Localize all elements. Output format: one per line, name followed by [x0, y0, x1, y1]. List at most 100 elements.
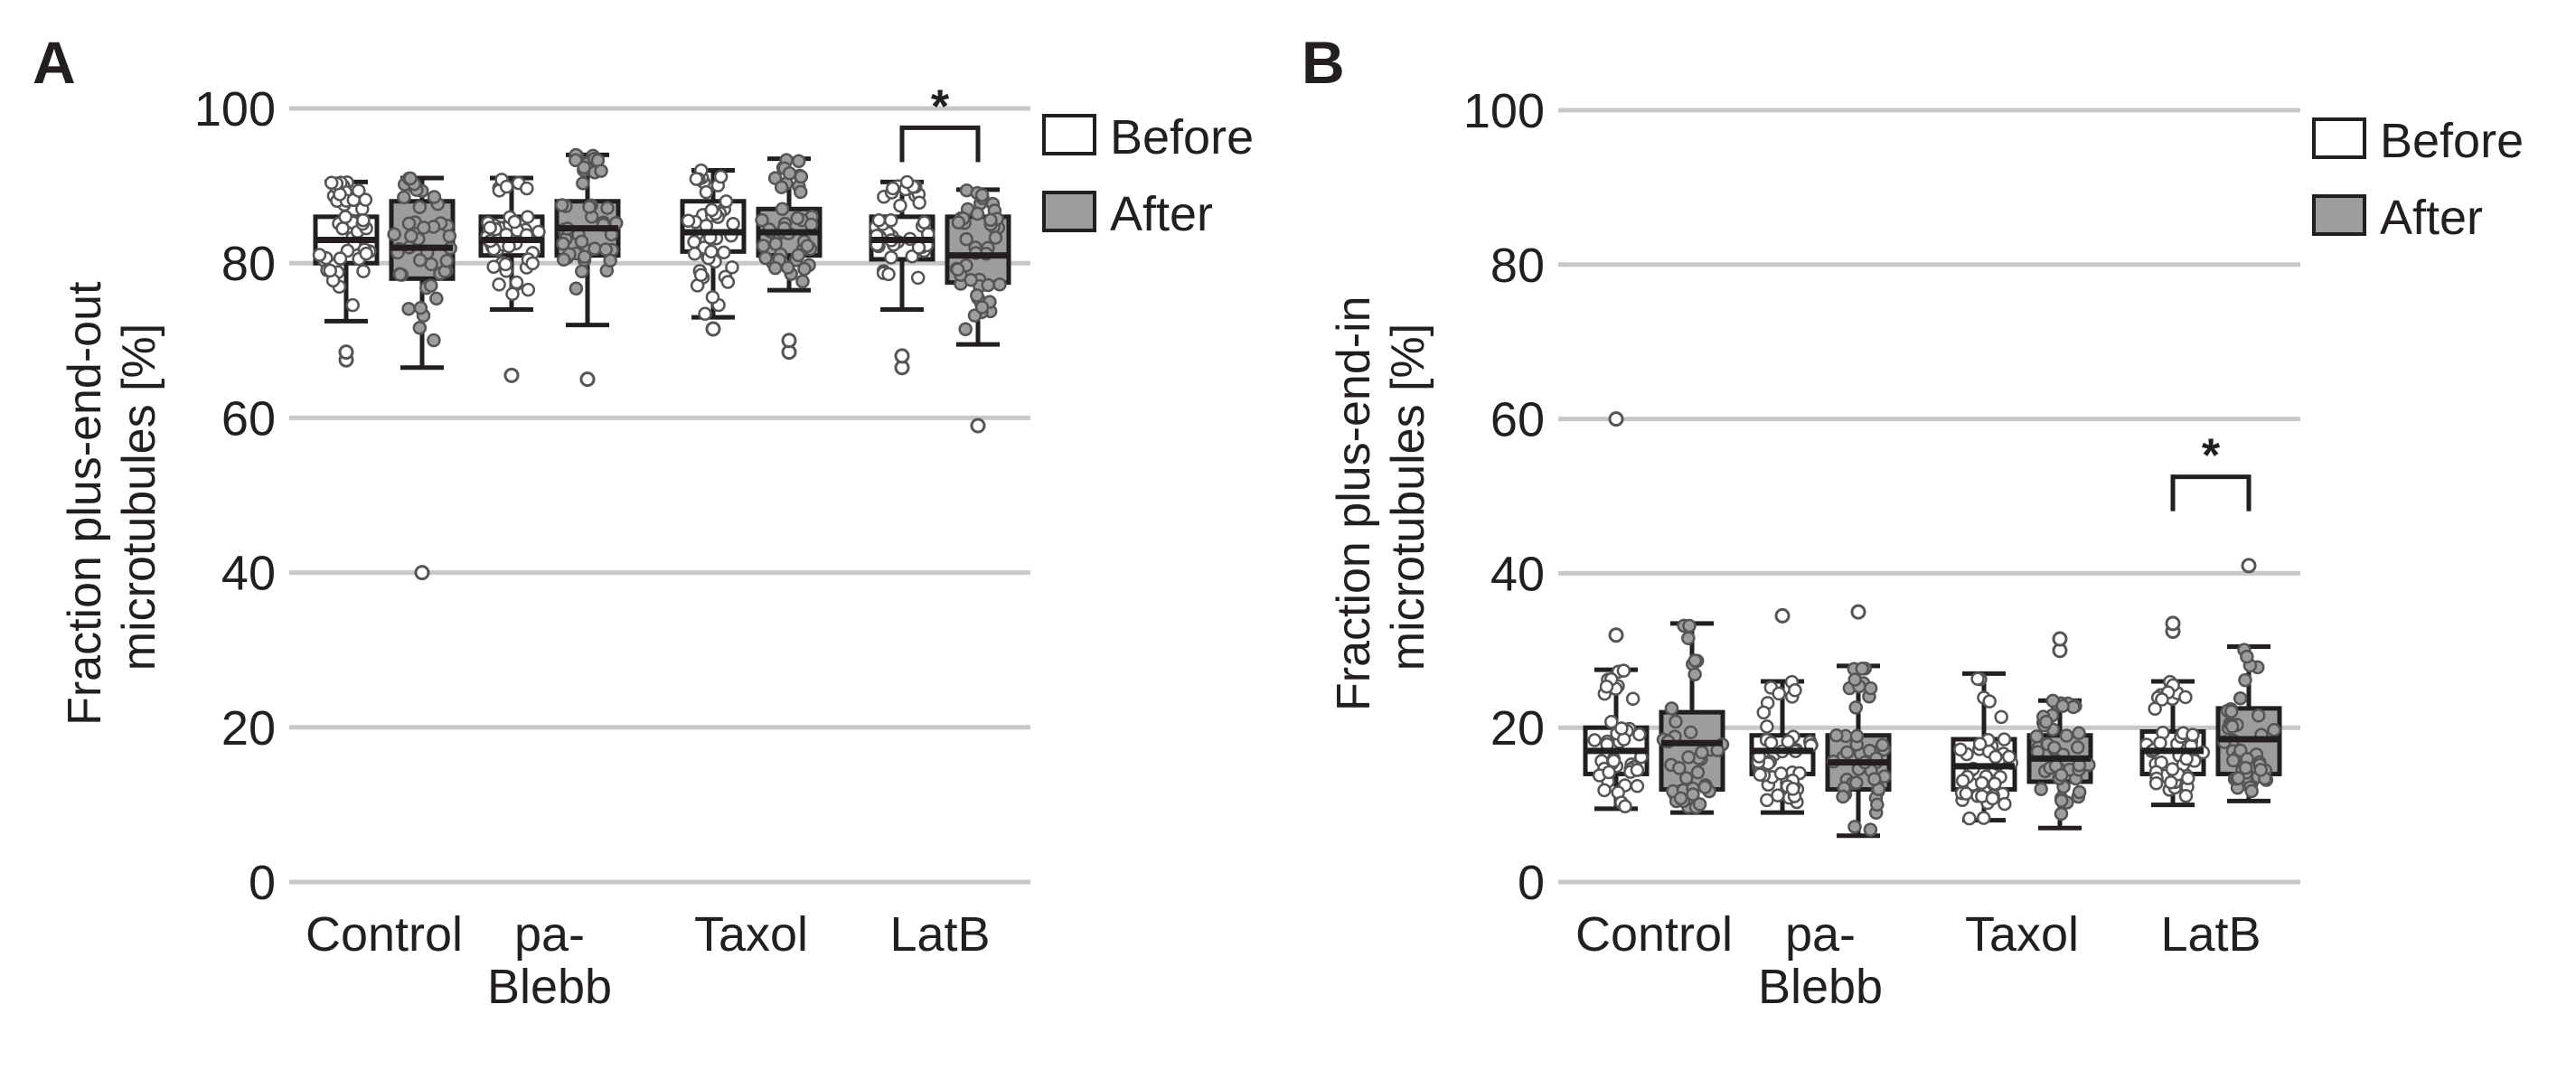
x-tick-label-line: Control — [1575, 907, 1733, 962]
data-point — [2224, 719, 2240, 734]
data-point — [964, 273, 978, 287]
data-point — [871, 213, 887, 228]
box-after — [554, 147, 624, 388]
data-point — [1664, 701, 1679, 716]
data-point — [1599, 680, 1614, 694]
data-point — [970, 206, 985, 221]
data-point — [1616, 663, 1631, 678]
data-point — [2148, 776, 2164, 791]
data-point — [958, 322, 973, 336]
data-point — [689, 172, 704, 186]
data-point — [917, 215, 932, 230]
outlier-point — [970, 418, 986, 434]
panel-b-y-axis-title: Fraction plus-end-in microtubules [%] — [1328, 283, 1434, 711]
legend-after-label: After — [2380, 191, 2483, 245]
data-point — [1848, 775, 1864, 790]
data-point — [427, 190, 442, 204]
outlier-point — [2052, 631, 2068, 647]
data-point — [950, 262, 965, 277]
y-tick-label: 0 — [249, 856, 276, 910]
data-point — [774, 180, 789, 194]
box-before — [312, 175, 380, 368]
data-point — [1669, 714, 1683, 729]
y-tick-label: 20 — [221, 701, 276, 756]
data-point — [2034, 782, 2048, 796]
data-point — [1760, 719, 1774, 734]
data-point — [1631, 727, 1647, 742]
data-point — [439, 253, 455, 268]
y-tick-label: 40 — [221, 547, 276, 601]
data-point — [1788, 683, 1802, 698]
data-point — [910, 270, 926, 286]
data-point — [1870, 797, 1885, 812]
data-point — [1773, 766, 1789, 781]
data-point — [338, 210, 353, 224]
data-point — [1847, 672, 1862, 687]
data-point — [531, 224, 546, 239]
data-point — [2244, 784, 2259, 799]
x-tick-label-line: pa- — [1785, 907, 1856, 962]
outlier-point — [338, 344, 354, 361]
outlier-point — [2165, 615, 2181, 632]
data-point — [2153, 736, 2167, 750]
data-point — [2253, 763, 2268, 777]
data-point — [1606, 754, 1622, 768]
data-point — [1836, 789, 1850, 804]
y-tick-label: 40 — [1490, 547, 1545, 601]
data-point — [324, 175, 339, 191]
box-after — [387, 171, 457, 581]
panel-a: A Fraction plus-end-out microtubules [%]… — [33, 29, 1254, 1014]
data-point — [2054, 806, 2069, 821]
data-point — [2165, 762, 2180, 776]
box-before — [478, 173, 546, 383]
data-point — [1695, 745, 1709, 760]
data-point — [767, 260, 783, 276]
data-point — [1970, 671, 1985, 686]
x-tick-label: Control — [306, 907, 463, 962]
data-point — [1630, 779, 1645, 793]
data-point — [576, 176, 590, 191]
data-point — [725, 260, 739, 275]
data-point — [1985, 791, 2000, 806]
data-point — [2059, 728, 2074, 743]
data-point — [1614, 721, 1629, 736]
data-point — [992, 277, 1007, 292]
data-point — [413, 300, 428, 315]
data-point — [345, 297, 360, 313]
data-point — [1681, 750, 1696, 765]
data-point — [2164, 774, 2178, 790]
x-tick-label: LatB — [889, 907, 990, 962]
data-point — [1697, 780, 1713, 794]
data-point — [509, 275, 524, 290]
data-point — [970, 288, 984, 303]
outlier-point — [894, 348, 910, 364]
data-point — [782, 166, 797, 181]
data-point — [401, 216, 417, 231]
data-point — [1976, 811, 1991, 825]
data-point — [569, 281, 584, 296]
panel-a-y-axis-title: Fraction plus-end-out microtubules [%] — [59, 268, 165, 726]
outlier-point — [781, 333, 797, 349]
legend-before-swatch — [2312, 117, 2366, 159]
data-point — [951, 215, 966, 230]
data-point — [412, 320, 428, 335]
data-point — [358, 192, 373, 207]
data-point — [1781, 734, 1795, 749]
data-point — [719, 194, 734, 209]
data-point — [1686, 787, 1700, 802]
panel-b-legend: Before After — [2312, 114, 2524, 245]
data-point — [1849, 728, 1865, 744]
data-point — [2238, 760, 2253, 775]
data-point — [699, 184, 714, 200]
data-point — [1829, 728, 1844, 743]
data-point — [520, 181, 534, 196]
data-point — [1847, 820, 1862, 834]
y-tick-label: 0 — [1518, 856, 1545, 910]
data-point — [412, 253, 428, 268]
data-point — [1602, 765, 1616, 780]
data-point — [556, 236, 570, 251]
data-point — [974, 188, 990, 202]
panel-a-y-axis-title-line-1: Fraction plus-end-out — [59, 281, 111, 726]
x-tick-label-line: LatB — [889, 907, 990, 962]
y-tick-label: 100 — [1463, 84, 1545, 138]
